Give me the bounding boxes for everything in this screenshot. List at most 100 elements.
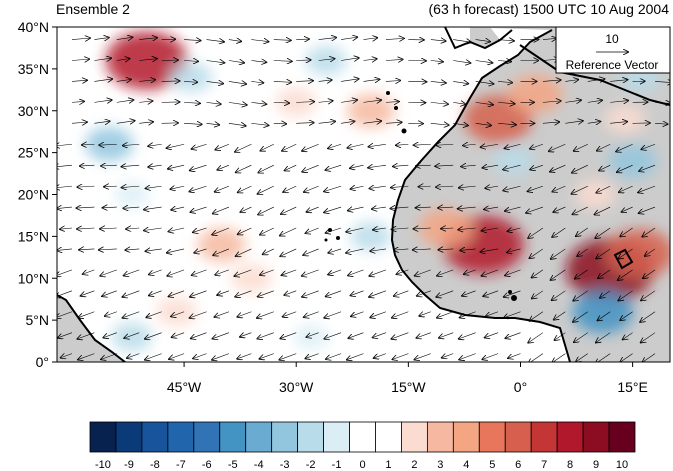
- wind-arrow: [599, 164, 611, 170]
- wind-arrow: [370, 249, 386, 251]
- wind-arrow: [430, 102, 448, 104]
- wind-arrow: [552, 353, 566, 362]
- wind-arrow: [206, 61, 225, 63]
- wind-arrow: [104, 186, 117, 187]
- wind-arrow: [193, 227, 207, 232]
- wind-arrow: [79, 249, 95, 250]
- wind-arrow: [622, 206, 633, 212]
- wind-arrow: [341, 58, 359, 61]
- wind-arrow: [347, 353, 364, 360]
- wind-arrow: [482, 269, 499, 276]
- wind-arrow: [228, 61, 244, 63]
- wind-arrow: [437, 311, 454, 318]
- wind-arrow: [146, 186, 162, 188]
- colorbar-label: -2: [306, 459, 316, 471]
- wind-arrow: [148, 144, 162, 146]
- lat-tick-label: 35°N: [18, 61, 49, 77]
- anomaly-blob: [605, 228, 670, 278]
- wind-arrow: [296, 102, 314, 103]
- wind-arrow: [542, 122, 559, 123]
- wind-arrow: [71, 101, 84, 102]
- wind-arrow: [341, 100, 357, 102]
- wind-arrow: [549, 143, 566, 151]
- wind-arrow: [280, 248, 297, 256]
- colorbar-swatch: [556, 421, 584, 453]
- wind-arrow: [259, 353, 274, 359]
- wind-arrow: [146, 311, 162, 318]
- wind-arrow: [347, 144, 364, 148]
- wind-arrow: [318, 101, 333, 103]
- wind-arrow: [305, 353, 319, 359]
- wind-arrow: [348, 332, 364, 339]
- wind-arrow: [139, 59, 157, 61]
- wind-arrow: [94, 121, 109, 123]
- wind-arrow: [643, 269, 656, 278]
- wind-arrow: [550, 164, 566, 171]
- wind-arrow: [122, 186, 140, 187]
- colorbar-label: -7: [176, 459, 186, 471]
- wind-arrow: [419, 312, 431, 316]
- wind-arrow: [184, 40, 201, 41]
- wind-arrow: [139, 80, 155, 82]
- wind-arrow: [475, 123, 491, 125]
- wind-arrow: [576, 227, 588, 236]
- wind-arrow: [139, 101, 152, 102]
- wind-arrow: [149, 269, 162, 275]
- wind-arrow: [416, 165, 431, 166]
- wind-arrow: [215, 185, 230, 192]
- title-left: Ensemble 2: [56, 1, 130, 17]
- lat-tick-label: 0°: [36, 354, 49, 370]
- wind-arrow: [373, 332, 387, 338]
- wind-arrow: [171, 311, 185, 317]
- wind-arrow: [619, 185, 633, 192]
- wind-arrow: [217, 290, 230, 295]
- colorbar-swatch: [323, 421, 350, 453]
- wind-arrow: [597, 143, 611, 150]
- wind-arrow: [280, 332, 297, 339]
- wind-arrow: [573, 311, 588, 322]
- wind-arrow: [184, 61, 198, 62]
- wind-arrow: [348, 269, 364, 276]
- wind-arrow: [260, 227, 274, 235]
- lat-tick-label: 40°N: [18, 19, 49, 35]
- wind-arrow: [139, 38, 157, 40]
- wind-arrow: [318, 59, 335, 61]
- wind-arrow: [149, 290, 162, 296]
- wind-arrow: [71, 38, 90, 39]
- wind-arrow: [552, 290, 566, 300]
- wind-arrow: [532, 269, 544, 278]
- wind-arrow: [368, 165, 386, 168]
- wind-arrow: [77, 332, 95, 339]
- reference-vector-box: 10 Reference Vector: [555, 26, 671, 74]
- colorbar-label: 5: [489, 459, 495, 471]
- wind-arrow: [392, 228, 409, 229]
- colorbar-swatch: [608, 421, 636, 453]
- wind-arrow: [146, 249, 162, 251]
- wind-arrow: [116, 79, 131, 81]
- wind-arrow: [617, 164, 633, 172]
- wind-arrow: [251, 61, 266, 63]
- anomaly-blob: [230, 263, 273, 294]
- colorbar-swatch: [452, 421, 480, 453]
- wind-arrow: [414, 228, 431, 229]
- anomaly-blob: [604, 104, 646, 134]
- wind-arrow: [483, 290, 499, 296]
- wind-arrow: [78, 311, 95, 318]
- reference-vector-value: 10: [605, 32, 619, 46]
- wind-arrow: [318, 121, 335, 123]
- wind-arrow: [71, 59, 89, 60]
- wind-arrow: [616, 143, 633, 151]
- reference-vector-label: Reference Vector: [566, 58, 659, 72]
- wind-arrow: [190, 290, 207, 297]
- wind-arrow: [498, 102, 515, 103]
- wind-arrow: [598, 311, 611, 321]
- wind-arrow: [190, 311, 207, 318]
- wind-arrow: [385, 38, 404, 39]
- wind-arrow: [258, 332, 274, 339]
- wind-arrow: [596, 248, 611, 259]
- wind-arrow: [618, 248, 633, 259]
- wind-arrow: [503, 164, 521, 169]
- colorbar-label: 0: [359, 459, 365, 471]
- wind-arrow: [618, 290, 633, 301]
- lon-tick-label: 30°W: [279, 379, 314, 395]
